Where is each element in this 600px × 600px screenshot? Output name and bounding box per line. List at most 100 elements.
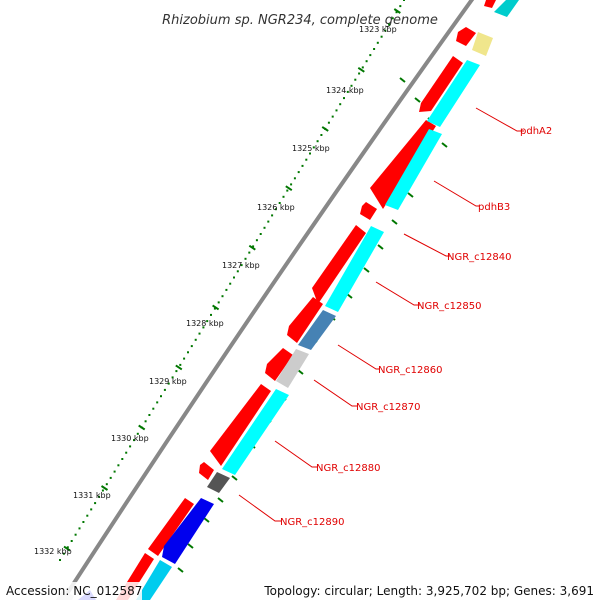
minor-tick: [441, 142, 448, 148]
ruler-dot: [335, 109, 338, 112]
ruler-dot: [278, 202, 281, 204]
gene-feature: [484, 0, 496, 8]
minor-tick: [414, 97, 421, 103]
topology-summary: Topology: circular; Length: 3,925,702 bp…: [264, 582, 594, 600]
dotted-ruler: [59, 0, 405, 561]
gene-feature: [207, 472, 230, 493]
ruler-dot: [125, 451, 128, 454]
ruler-dot: [113, 470, 116, 473]
ruler-dot: [221, 295, 224, 298]
ruler-dot: [179, 363, 182, 366]
ruler-dot: [305, 158, 308, 161]
ruler-dot: [403, 0, 405, 1]
ruler-dot: [90, 508, 93, 511]
ruler-dot: [255, 239, 258, 242]
gene-label-ngr-c12860: NGR_c12860: [378, 365, 443, 376]
ruler-dot: [225, 288, 228, 291]
minor-tick: [377, 244, 384, 250]
forward-strand-features: [116, 0, 496, 600]
gene-feature: [472, 32, 493, 56]
ruler-dot: [217, 301, 220, 304]
gene-feature: [210, 384, 271, 466]
gene-feature: [325, 226, 384, 312]
ruler-dot: [105, 483, 108, 486]
minor-tick: [203, 517, 210, 523]
ruler-dot: [263, 226, 266, 229]
ruler-dot: [346, 90, 349, 93]
gene-feature: [265, 348, 293, 381]
gene-feature: [385, 129, 442, 210]
kbp-label: 1323 kbp: [359, 25, 397, 34]
ruler-dot: [343, 97, 345, 100]
ruler-dot: [144, 420, 147, 423]
kbp-label: 1324 kbp: [326, 86, 364, 95]
ruler-dot: [384, 29, 387, 32]
gene-feature: [298, 310, 336, 350]
ruler-dot: [297, 171, 300, 174]
ruler-dot: [395, 11, 398, 14]
ruler-dot: [350, 84, 353, 87]
ruler-dot: [339, 103, 342, 106]
gene-feature: [287, 297, 323, 343]
ruler-dot: [373, 48, 376, 50]
ruler-dot: [312, 146, 315, 149]
gene-feature: [162, 498, 214, 564]
gene-feature: [136, 560, 172, 600]
ruler-dot: [233, 276, 235, 279]
ruler-dot: [152, 407, 155, 410]
ruler-dot: [267, 220, 270, 223]
ruler-dot: [136, 432, 139, 435]
ruler-dot: [271, 214, 274, 217]
minor-tick: [363, 267, 370, 273]
ruler-dot: [121, 458, 124, 460]
ruler-dot: [274, 208, 277, 211]
kbp-label: 1332 kbp: [34, 547, 72, 556]
ruler-dot: [309, 152, 311, 155]
ruler-dot: [369, 54, 372, 57]
gene-feature: [222, 389, 289, 475]
ruler-dot: [187, 351, 189, 354]
gene-feature: [419, 56, 463, 112]
ruler-dot: [361, 66, 364, 69]
label-leader-lines: [238, 107, 524, 522]
ruler-dot: [365, 60, 368, 63]
kbp-label: 1328 kbp: [186, 319, 224, 328]
tick-mark: [393, 8, 401, 14]
kbp-label: 1326 kbp: [257, 203, 295, 212]
gene-label-ngr-c12840: NGR_c12840: [447, 252, 512, 263]
ruler-dot: [171, 376, 174, 379]
minor-tick: [187, 543, 194, 549]
backbone-arc: [60, 0, 475, 600]
ruler-dot: [388, 23, 391, 26]
ruler-dot: [301, 164, 304, 167]
ruler-dot: [109, 476, 112, 479]
ruler-dot: [163, 388, 166, 391]
ruler-dot: [259, 233, 262, 235]
minor-tick: [407, 192, 414, 198]
gene-label-ngr-c12880: NGR_c12880: [316, 463, 381, 474]
gene-feature: [456, 27, 476, 46]
ruler-dot: [380, 35, 383, 38]
gene-feature: [427, 60, 480, 127]
ruler-dot: [293, 177, 296, 180]
ruler-dot: [229, 282, 232, 285]
gene-labels: pdhA2 pdhB3 NGR_c12840 NGR_c12850 NGR_c1…: [280, 126, 552, 528]
ruler-dot: [98, 495, 100, 498]
ruler-dot: [244, 257, 247, 260]
gene-label-ngr-c12890: NGR_c12890: [280, 517, 345, 528]
ruler-dot: [399, 5, 402, 8]
gene-feature: [494, 0, 519, 17]
ruler-dot: [206, 320, 209, 323]
ruler-dot: [358, 72, 361, 75]
ruler-dot: [167, 382, 170, 385]
gene-feature: [199, 462, 214, 480]
ruler-dot: [210, 313, 212, 316]
kbp-label: 1331 kbp: [73, 491, 111, 500]
ruler-dot: [66, 546, 69, 549]
ruler-dot: [78, 527, 81, 530]
ruler-dot: [236, 270, 239, 273]
minor-tick: [399, 77, 406, 83]
accession-text: Accession: NC_012587: [6, 582, 143, 600]
ruler-dot: [252, 245, 255, 248]
